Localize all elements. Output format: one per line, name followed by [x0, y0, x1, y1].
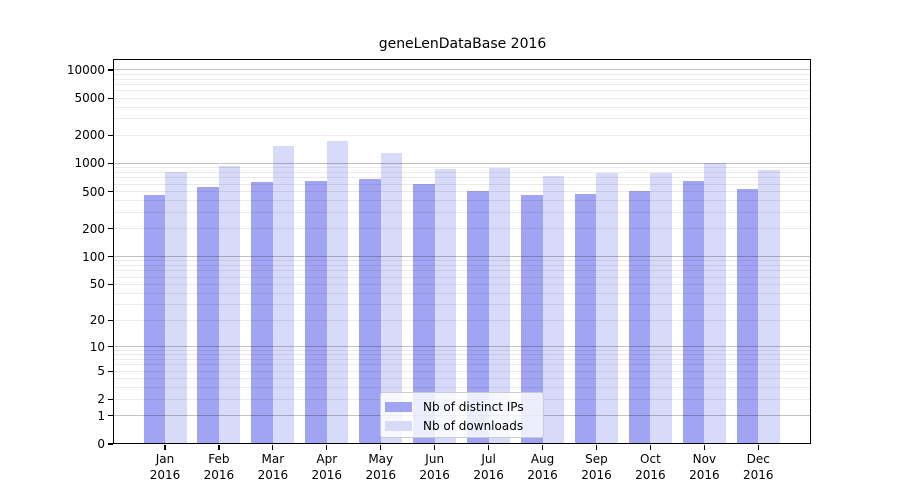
x-tick-mark [703, 444, 705, 450]
y-tick-mark [108, 283, 113, 285]
legend: Nb of distinct IPs Nb of downloads [380, 392, 544, 438]
y-tick-label: 0 [97, 437, 105, 451]
x-tick-mark [595, 444, 598, 450]
bar-distinct-ips-apr [305, 181, 327, 444]
y-tick-mark [108, 190, 113, 193]
bar-distinct-ips-feb [197, 186, 219, 444]
bar-downloads-oct [650, 172, 672, 444]
x-tick-label-apr: Apr 2016 [311, 452, 343, 482]
x-tick-label-jul: Jul 2016 [473, 452, 504, 482]
legend-label: Nb of distinct IPs [423, 399, 524, 414]
x-tick-mark [326, 444, 328, 450]
y-tick-label: 5 [97, 364, 105, 379]
x-tick-label-jun: Jun 2016 [419, 452, 450, 482]
bar-downloads-dec [758, 170, 780, 444]
bar-downloads-jun [434, 168, 457, 444]
bar-downloads-sep [596, 173, 618, 444]
bar-distinct-ips-dec [736, 188, 759, 444]
bar-downloads-jul [488, 167, 511, 444]
bar-downloads-may [380, 153, 403, 444]
x-tick-mark [164, 444, 166, 450]
x-tick-mark [380, 444, 382, 450]
y-tick-label: 10 [89, 339, 105, 354]
x-tick-label-aug: Aug 2016 [527, 452, 558, 482]
bar-distinct-ips-sep [574, 193, 597, 444]
y-tick-label: 100 [82, 249, 105, 264]
y-tick-label: 2000 [74, 128, 105, 143]
y-tick-label: 1000 [74, 156, 105, 171]
y-tick-mark [108, 398, 113, 400]
y-tick-mark [108, 415, 113, 417]
y-tick-mark [108, 319, 113, 321]
x-tick-mark [541, 444, 544, 450]
x-tick-label-may: May 2016 [365, 452, 396, 482]
bar-downloads-nov [704, 163, 726, 444]
x-tick-mark [488, 444, 490, 450]
x-tick-label-jan: Jan 2016 [149, 452, 181, 482]
bar-distinct-ips-oct [628, 190, 651, 444]
y-tick-mark [108, 346, 113, 348]
y-tick-mark [108, 443, 113, 445]
bar-distinct-ips-jul [467, 191, 489, 444]
bar-distinct-ips-aug [521, 194, 543, 444]
y-tick-label: 2 [97, 392, 105, 407]
y-tick-mark [108, 134, 113, 136]
y-tick-label: 5000 [74, 91, 105, 106]
x-tick-label-mar: Mar 2016 [257, 452, 289, 482]
bar-downloads-aug [542, 175, 565, 444]
y-tick-mark [108, 162, 113, 165]
y-tick-mark [108, 255, 113, 258]
x-tick-mark [757, 444, 759, 450]
bar-downloads-feb [218, 165, 241, 444]
y-tick-label: 20 [89, 313, 105, 328]
bar-distinct-ips-may [359, 178, 381, 444]
distinct-ips-swatch-icon [385, 401, 412, 412]
x-tick-mark [272, 444, 274, 450]
y-tick-label: 50 [89, 277, 105, 292]
legend-label: Nb of downloads [423, 418, 524, 433]
bar-distinct-ips-mar [251, 181, 273, 444]
x-tick-label-feb: Feb 2016 [203, 452, 235, 482]
x-tick-label-nov: Nov 2016 [689, 452, 720, 482]
y-tick-mark [108, 370, 113, 372]
bar-distinct-ips-jan [143, 194, 165, 444]
bar-downloads-mar [272, 146, 295, 444]
bar-distinct-ips-nov [682, 181, 705, 444]
y-tick-label: 10000 [66, 62, 105, 77]
y-tick-mark [108, 97, 113, 99]
y-tick-mark [108, 69, 113, 71]
legend-item-downloads: Nb of downloads [385, 416, 537, 435]
x-tick-mark [434, 444, 436, 450]
y-tick-label: 500 [82, 184, 105, 199]
y-tick-label: 200 [82, 221, 105, 236]
chart-title: geneLenDataBase 2016 [378, 36, 547, 52]
x-tick-mark [218, 444, 220, 450]
y-tick-label: 1 [97, 408, 105, 423]
bar-downloads-apr [326, 140, 349, 444]
x-tick-mark [649, 444, 651, 450]
bar-distinct-ips-jun [413, 184, 435, 444]
legend-item-distinct-ips: Nb of distinct IPs [385, 397, 537, 416]
x-tick-label-oct: Oct 2016 [635, 452, 666, 482]
y-tick-mark [108, 228, 113, 230]
downloads-swatch-icon [385, 420, 412, 431]
x-tick-label-sep: Sep 2016 [581, 452, 612, 482]
bar-downloads-jan [165, 172, 187, 444]
x-tick-label-dec: Dec 2016 [743, 452, 774, 482]
